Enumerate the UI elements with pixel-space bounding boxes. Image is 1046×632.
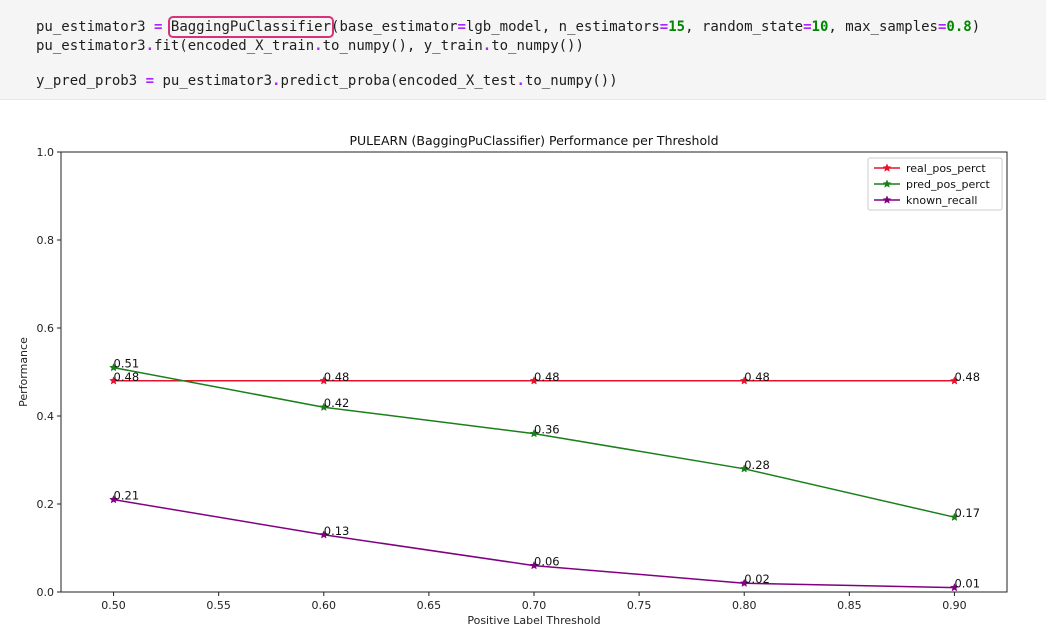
y-tick-label: 0.2: [37, 498, 55, 511]
data-label-known_recall: 0.21: [114, 489, 140, 503]
y-tick-label: 0.4: [37, 410, 55, 423]
code-line-1: pu_estimator3 = BaggingPuClassifier(base…: [36, 16, 981, 38]
chart-title: PULEARN (BaggingPuClassifier) Performanc…: [349, 133, 718, 148]
data-point-known_recall: [739, 578, 749, 587]
data-label-known_recall: 0.06: [534, 555, 560, 569]
data-label-known_recall: 0.02: [744, 572, 770, 586]
code-token-max-samples: 0.8: [946, 19, 972, 35]
code-token-dot: .: [314, 38, 323, 54]
data-point-pred_pos_perct: [109, 362, 118, 372]
data-point-known_recall: [950, 582, 959, 592]
code-token-highlighted-class: BaggingPuClassifier: [167, 16, 335, 38]
data-point-real_pos_perct: [529, 376, 539, 385]
code-token-fit: fit(encoded_X_train: [154, 38, 315, 54]
series-line-known_recall: [113, 498, 955, 589]
data-point-known_recall: [529, 560, 539, 570]
x-tick-label: 0.75: [627, 599, 652, 612]
code-token-m2: to_numpy()): [491, 38, 584, 54]
series-line-pred_pos_perct: [113, 366, 955, 518]
x-tick-label: 0.85: [837, 599, 862, 612]
data-point-pred_pos_perct: [739, 464, 749, 473]
data-point-pred_pos_perct: [319, 402, 329, 411]
y-axis-label: Performance: [17, 337, 30, 407]
code-token-op: =: [145, 73, 155, 89]
code-token-m1: to_numpy(), y_train: [322, 38, 483, 54]
legend-marker-real_pos_perct: [882, 163, 892, 172]
code-cell[interactable]: pu_estimator3 = BaggingPuClassifier(base…: [0, 0, 1046, 100]
data-label-real_pos_perct: 0.48: [114, 370, 140, 384]
legend-entry-known_recall: known_recall: [906, 194, 978, 207]
data-label-real_pos_perct: 0.48: [534, 370, 560, 384]
code-token-random-state: 10: [811, 19, 829, 35]
code-token-eq: =: [937, 19, 947, 35]
code-token-eq: =: [457, 19, 466, 35]
legend-entry-real_pos_perct: real_pos_perct: [906, 162, 986, 175]
legend-box: [867, 157, 1003, 211]
legend-entry-pred_pos_perct: pred_pos_perct: [906, 178, 991, 191]
x-tick-label: 0.65: [417, 599, 442, 612]
y-tick-label: 0.0: [37, 586, 55, 599]
x-axis-label: Positive Label Threshold: [467, 614, 600, 627]
x-tick-label: 0.60: [312, 599, 337, 612]
data-label-real_pos_perct: 0.48: [324, 370, 350, 384]
x-tick-label: 0.70: [522, 599, 547, 612]
data-label-pred_pos_perct: 0.28: [744, 458, 770, 472]
code-token-var: y_pred_prob3: [36, 73, 138, 89]
code-token-m1: to_numpy()): [524, 73, 618, 89]
code-line-2: pu_estimator3.fit(encoded_X_train.to_num…: [36, 37, 584, 55]
code-token-eq: =: [803, 19, 812, 35]
code-token-var: pu_estimator3: [36, 19, 146, 35]
code-token-dot: .: [272, 73, 281, 89]
data-label-pred_pos_perct: 0.36: [534, 423, 560, 437]
data-label-known_recall: 0.13: [324, 524, 350, 538]
x-tick-label: 0.80: [732, 599, 757, 612]
data-label-pred_pos_perct: 0.51: [114, 357, 140, 371]
code-token-arg1: lgb_model, n_estimators: [465, 19, 660, 35]
code-token-call: predict_proba(encoded_X_test: [280, 73, 517, 89]
data-point-real_pos_perct: [109, 376, 118, 385]
data-label-pred_pos_perct: 0.42: [324, 396, 350, 410]
data-point-known_recall: [109, 494, 118, 504]
x-tick-label: 0.55: [206, 599, 231, 612]
code-token-close: ): [971, 19, 981, 35]
code-token-obj: pu_estimator3: [36, 38, 146, 54]
data-label-real_pos_perct: 0.48: [954, 370, 980, 384]
data-label-known_recall: 0.01: [954, 577, 980, 591]
x-tick-label: 0.90: [942, 599, 967, 612]
code-token-obj: pu_estimator3: [162, 73, 273, 89]
code-token-eq: =: [659, 19, 669, 35]
code-token-op: =: [154, 19, 163, 35]
data-point-real_pos_perct: [950, 376, 959, 385]
data-point-pred_pos_perct: [950, 512, 959, 521]
code-token-args-open: (base_estimator: [331, 19, 458, 35]
code-token-arg3: , max_samples: [828, 19, 938, 35]
y-tick-label: 1.0: [37, 146, 55, 159]
code-line-3: y_pred_prob3 = pu_estimator3.predict_pro…: [36, 72, 618, 90]
data-label-pred_pos_perct: 0.17: [954, 506, 980, 520]
legend-marker-pred_pos_perct: [882, 179, 892, 188]
code-token-dot: .: [482, 38, 492, 54]
code-token-dot: .: [516, 73, 525, 89]
code-token-dot: .: [145, 38, 155, 54]
x-tick-label: 0.50: [101, 599, 126, 612]
line-chart: PULEARN (BaggingPuClassifier) Performanc…: [17, 133, 1008, 627]
data-label-real_pos_perct: 0.48: [744, 370, 770, 384]
data-point-real_pos_perct: [739, 376, 749, 385]
data-point-pred_pos_perct: [529, 428, 539, 438]
y-tick-label: 0.8: [37, 234, 55, 247]
code-token-n-estimators: 15: [668, 19, 686, 35]
data-point-known_recall: [319, 530, 329, 539]
legend-marker-known_recall: [882, 195, 892, 204]
y-tick-label: 0.6: [37, 322, 55, 335]
data-point-real_pos_perct: [319, 376, 329, 385]
code-token-arg2: , random_state: [685, 19, 804, 35]
